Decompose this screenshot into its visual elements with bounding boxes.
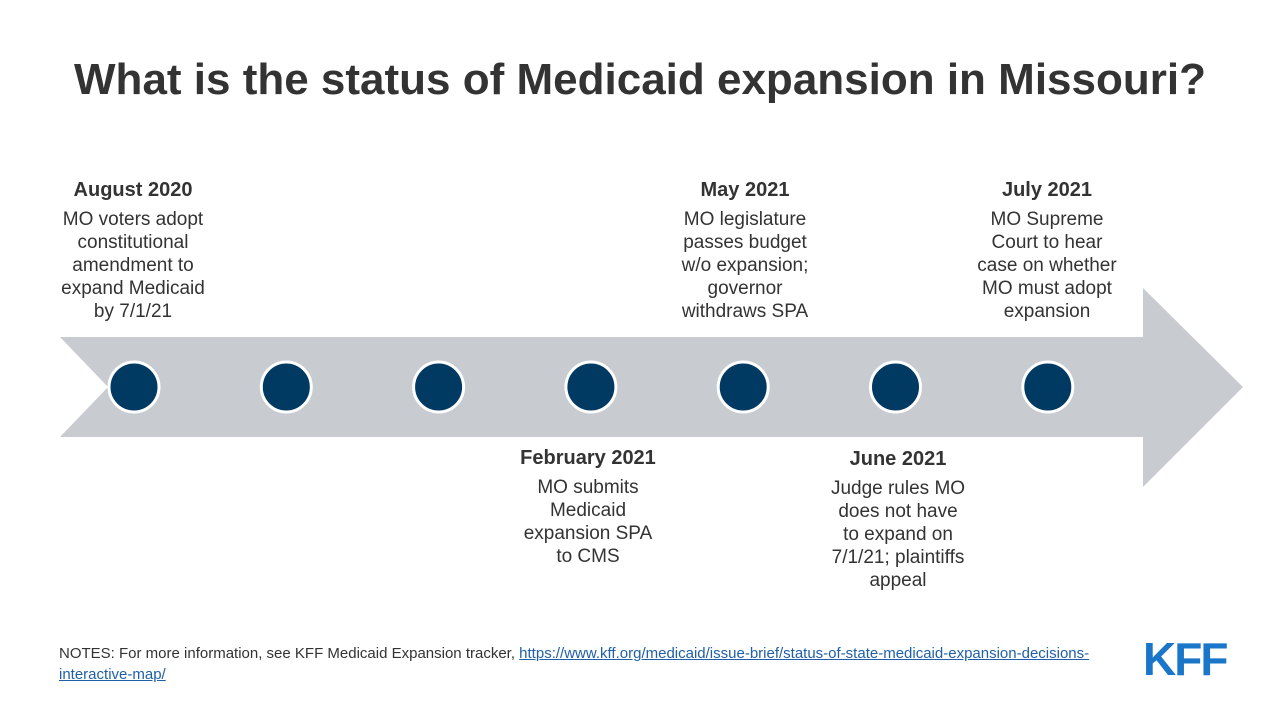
timeline-node: [869, 360, 922, 414]
timeline-node: [412, 360, 466, 414]
event-august-2020: August 2020 MO voters adopt constitution…: [33, 179, 233, 323]
notes-text: NOTES: For more information, see KFF Med…: [59, 645, 520, 662]
timeline-nodes: [107, 360, 1075, 414]
event-june-2021: June 2021 Judge rules MO does not have t…: [798, 448, 998, 592]
event-july-2021: July 2021 MO Supreme Court to hear case …: [947, 179, 1147, 323]
event-date: June 2021: [849, 448, 947, 470]
page-title: What is the status of Medicaid expansion…: [74, 55, 1206, 104]
arrow-shape: [60, 288, 1243, 487]
event-description: MO voters adopt constitutional amendment…: [61, 209, 205, 322]
event-description: MO Supreme Court to hear case on whether…: [977, 209, 1117, 322]
timeline-node: [564, 360, 618, 414]
event-date: February 2021: [520, 447, 656, 469]
event-february-2021: February 2021 MO submits Medicaid expans…: [488, 447, 688, 568]
timeline-node: [259, 360, 313, 414]
event-date: August 2020: [73, 179, 193, 201]
event-date: May 2021: [700, 179, 790, 201]
event-description: Judge rules MO does not have to expand o…: [830, 478, 966, 591]
notes: NOTES: For more information, see KFF Med…: [59, 643, 1109, 685]
tracker-link[interactable]: https://www.kff.org/medicaid/issue-brief…: [59, 645, 1090, 683]
timeline-node: [1021, 360, 1075, 414]
event-description: MO submits Medicaid expansion SPA to CMS: [523, 477, 653, 567]
event-date: July 2021: [1001, 179, 1093, 201]
timeline-node: [107, 360, 161, 414]
kff-logo: KFF: [1143, 633, 1228, 685]
timeline-node: [716, 360, 770, 414]
event-description: MO legislature passes budget w/o expansi…: [681, 209, 809, 322]
event-may-2021: May 2021 MO legislature passes budget w/…: [645, 179, 845, 323]
